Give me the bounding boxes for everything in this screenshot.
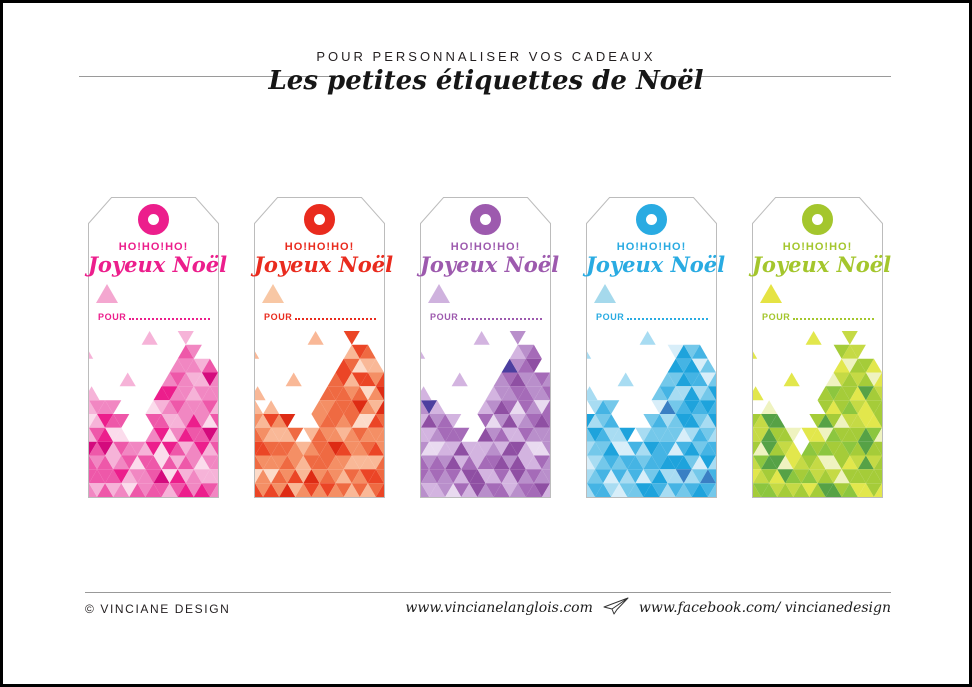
tag-accent-triangle-icon	[96, 284, 118, 303]
gift-tag-pink: HO!HO!HO! Joyeux Noël POUR	[88, 197, 228, 498]
tag-name-row: POUR	[430, 312, 542, 322]
gift-tag-purple: HO!HO!HO! Joyeux Noël POUR	[420, 197, 560, 498]
tag-greeting: HO!HO!HO!	[450, 241, 521, 253]
tag-accent-triangle-icon	[760, 284, 782, 303]
tag-name-write-line	[793, 318, 874, 320]
tag-name-label: POUR	[596, 312, 625, 322]
header-rule-left	[79, 76, 339, 77]
tag-triangle-pattern	[587, 331, 716, 497]
tag-hole-ring-icon	[802, 204, 833, 235]
tag-triangle-pattern	[89, 331, 218, 497]
footer-rule	[85, 592, 891, 593]
tag-hole-ring-icon	[636, 204, 667, 235]
tag-triangle-pattern	[255, 331, 384, 497]
tag-accent-triangle-icon	[428, 284, 450, 303]
gift-tags-row: HO!HO!HO! Joyeux Noël POUR HO!HO!HO! Joy…	[88, 197, 892, 498]
gift-tag-blue: HO!HO!HO! Joyeux Noël POUR	[586, 197, 726, 498]
tag-greeting: HO!HO!HO!	[616, 241, 687, 253]
tag-title: Joyeux Noël	[254, 252, 394, 277]
tag-hole-ring-icon	[470, 204, 501, 235]
tag-name-row: POUR	[98, 312, 210, 322]
tag-greeting: HO!HO!HO!	[284, 241, 355, 253]
tag-accent-triangle-icon	[594, 284, 616, 303]
gift-tag-red: HO!HO!HO! Joyeux Noël POUR	[254, 197, 394, 498]
tag-title: Joyeux Noël	[586, 252, 726, 277]
paper-plane-icon	[603, 597, 629, 619]
tag-greeting: HO!HO!HO!	[782, 241, 853, 253]
tag-name-write-line	[295, 318, 376, 320]
tag-name-write-line	[461, 318, 542, 320]
tag-hole-ring-icon	[138, 204, 169, 235]
tag-name-label: POUR	[264, 312, 293, 322]
tag-title: Joyeux Noël	[88, 252, 228, 277]
footer-links: www.vincianelanglois.com www.facebook.co…	[405, 597, 891, 619]
tag-triangle-pattern	[421, 331, 550, 497]
facebook-url[interactable]: www.facebook.com/ vincianedesign	[638, 600, 891, 616]
tag-name-row: POUR	[762, 312, 874, 322]
tag-title: Joyeux Noël	[420, 252, 560, 277]
tag-hole-ring-icon	[304, 204, 335, 235]
tag-triangle-pattern	[753, 331, 882, 497]
gift-tag-green: HO!HO!HO! Joyeux Noël POUR	[752, 197, 892, 498]
tag-name-label: POUR	[98, 312, 127, 322]
tag-accent-triangle-icon	[262, 284, 284, 303]
page-title: Les petites étiquettes de Noël	[268, 66, 704, 96]
tag-name-row: POUR	[596, 312, 708, 322]
tag-greeting: HO!HO!HO!	[118, 241, 189, 253]
website-url[interactable]: www.vincianelanglois.com	[405, 600, 593, 616]
tag-name-row: POUR	[264, 312, 376, 322]
header-eyebrow: POUR PERSONNALISER VOS CADEAUX	[316, 49, 656, 64]
tag-name-label: POUR	[430, 312, 459, 322]
copyright-text: © VINCIANE DESIGN	[85, 602, 231, 616]
tag-name-write-line	[627, 318, 708, 320]
header-rule-right	[647, 76, 891, 77]
tag-name-label: POUR	[762, 312, 791, 322]
tag-name-write-line	[129, 318, 210, 320]
tag-title: Joyeux Noël	[752, 252, 892, 277]
